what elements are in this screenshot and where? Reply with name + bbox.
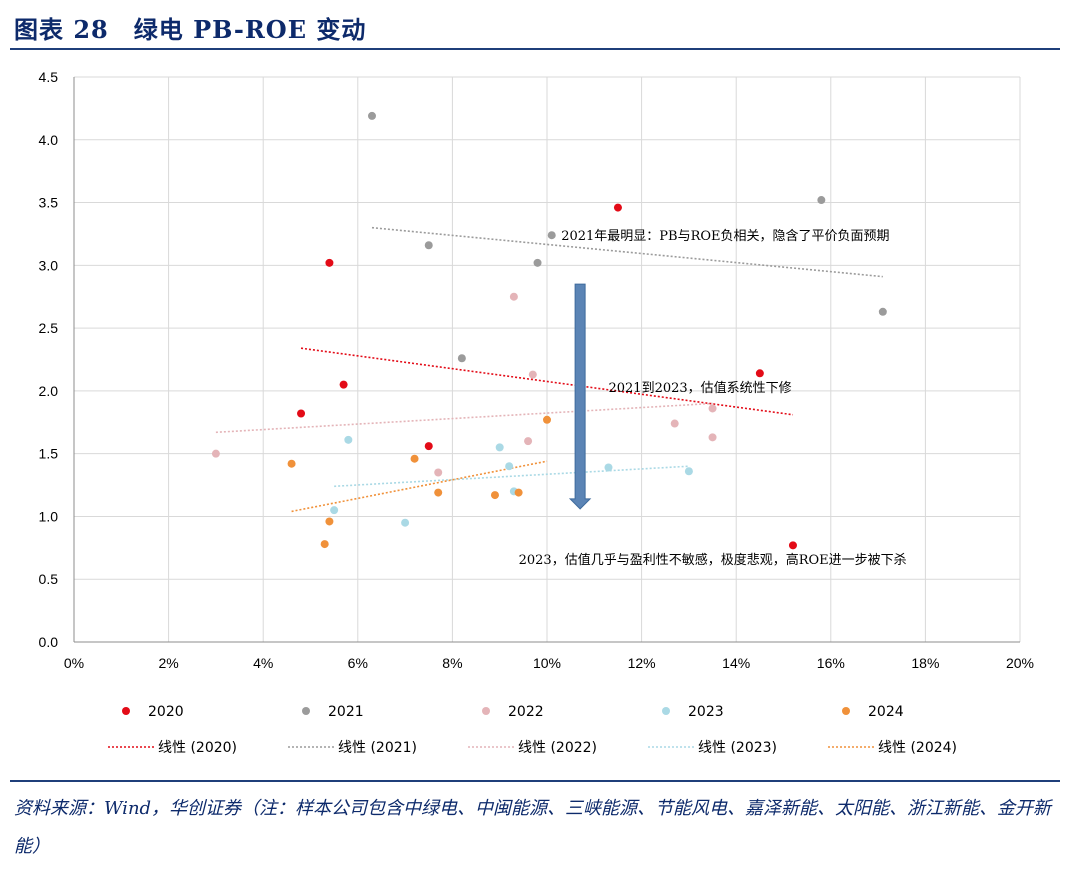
trendline-2023 — [334, 465, 689, 488]
legend-trend-label-2020: 线性 (2020) — [158, 740, 237, 756]
y-tick-label: 0.5 — [39, 571, 59, 587]
point-2022 — [434, 468, 443, 477]
point-2024 — [320, 540, 329, 549]
annotations: 2021年最明显：PB与ROE负相关，隐含了平价负面预期 2021到2023，估值… — [519, 228, 907, 568]
legend-label-2021: 2021 — [328, 704, 364, 720]
trendline-2022 — [215, 402, 713, 434]
point-2020 — [339, 380, 348, 389]
x-tick-label: 8% — [442, 655, 462, 671]
x-tick-label: 14% — [722, 655, 750, 671]
point-2020 — [297, 409, 306, 418]
point-2024 — [325, 517, 334, 526]
legend-label-2022: 2022 — [508, 704, 544, 720]
downward-arrow — [568, 283, 592, 510]
point-2022 — [708, 404, 717, 413]
data-points — [211, 111, 887, 550]
title-rule — [10, 48, 1060, 50]
point-2022 — [509, 292, 518, 301]
point-2024 — [514, 488, 523, 497]
x-tick-label: 16% — [817, 655, 845, 671]
point-2024 — [287, 459, 296, 468]
point-2022 — [524, 437, 533, 446]
annotation-text: 2021到2023，估值系统性下修 — [608, 380, 791, 396]
arrow-shape — [568, 283, 592, 510]
x-tick-label: 18% — [911, 655, 939, 671]
source-note: 资料来源：Wind，华创证券（注：样本公司包含中绿电、中闽能源、三峡能源、节能风… — [14, 798, 1052, 857]
y-tick-label: 0.0 — [39, 634, 59, 650]
annotation-text: 2023，估值几乎与盈利性不敏感，极度悲观，高ROE进一步被下杀 — [519, 552, 907, 568]
point-2022 — [211, 449, 220, 458]
x-tick-label: 12% — [628, 655, 656, 671]
point-2024 — [490, 491, 499, 500]
point-2020 — [613, 203, 622, 212]
figure-title: 图表 28 绿电 PB-ROE 变动 — [14, 15, 367, 44]
axes: 0% 2% 4% 6% 8% 10% 12% 14% 16% 18% 20% 0.0 0.5 1.0 1.5… — [39, 69, 1034, 671]
legend-marker-2020 — [122, 707, 130, 715]
point-2021 — [817, 196, 826, 205]
trendline-2020 — [300, 347, 794, 416]
source-rule — [10, 780, 1060, 782]
x-tick-label: 4% — [253, 655, 273, 671]
point-2020 — [325, 258, 334, 267]
point-2021 — [878, 307, 887, 316]
point-2022 — [528, 370, 537, 379]
x-tick-label: 0% — [64, 655, 84, 671]
legend-marker-2023 — [662, 707, 670, 715]
point-2024 — [410, 454, 419, 463]
y-tick-label: 4.0 — [39, 132, 59, 148]
point-2023 — [604, 463, 613, 472]
point-2021 — [367, 111, 376, 120]
point-2020 — [788, 541, 797, 550]
legend-label-2024: 2024 — [868, 704, 904, 720]
x-tick-label: 10% — [533, 655, 561, 671]
point-2023 — [505, 462, 514, 471]
point-2024 — [543, 415, 551, 424]
y-tick-label: 2.5 — [39, 320, 59, 336]
point-2020 — [424, 442, 433, 451]
point-2023 — [330, 506, 339, 515]
point-2022 — [708, 433, 717, 442]
y-tick-label: 1.0 — [39, 508, 59, 524]
gridlines — [74, 76, 1021, 642]
legend-marker-2022 — [482, 707, 490, 715]
point-2023 — [401, 518, 410, 527]
legend-label-2020: 2020 — [148, 704, 184, 720]
legend-trend-label-2024: 线性 (2024) — [878, 740, 957, 756]
trendline-2024 — [291, 460, 548, 513]
legend-marker-2021 — [302, 707, 310, 715]
trendlines — [215, 226, 883, 513]
y-tick-label: 4.5 — [39, 69, 59, 85]
point-2024 — [434, 488, 443, 497]
point-2022 — [670, 419, 679, 428]
y-tick-label: 1.5 — [39, 446, 59, 462]
annotation-text: 2021年最明显：PB与ROE负相关，隐含了平价负面预期 — [561, 228, 889, 244]
point-2023 — [684, 467, 693, 476]
point-2023 — [344, 435, 353, 444]
legend-trend-label-2023: 线性 (2023) — [698, 740, 777, 756]
x-tick-label: 2% — [158, 655, 178, 671]
legend-trend-label-2021: 线性 (2021) — [338, 740, 417, 756]
point-2021 — [424, 241, 433, 250]
legend-marker-2024 — [842, 707, 850, 715]
y-tick-label: 3.5 — [39, 195, 59, 211]
trendline-2021 — [371, 226, 883, 278]
point-2021 — [457, 354, 466, 363]
pb-roe-scatter-chart: 0% 2% 4% 6% 8% 10% 12% 14% 16% 18% 20% 0.0 0.5 1.0 1.5… — [39, 69, 1034, 756]
x-tick-label: 20% — [1006, 655, 1034, 671]
point-2021 — [547, 231, 556, 240]
y-tick-label: 3.0 — [39, 257, 59, 273]
legend: 2020 线性 (2020) 2021 线性 (2021) 2022 线性 (2022) 2… — [108, 704, 957, 756]
point-2023 — [495, 443, 504, 452]
point-2020 — [755, 369, 764, 378]
legend-label-2023: 2023 — [688, 704, 724, 720]
x-tick-label: 6% — [348, 655, 368, 671]
legend-trend-label-2022: 线性 (2022) — [518, 740, 597, 756]
point-2021 — [533, 258, 542, 267]
y-tick-label: 2.0 — [39, 383, 59, 399]
